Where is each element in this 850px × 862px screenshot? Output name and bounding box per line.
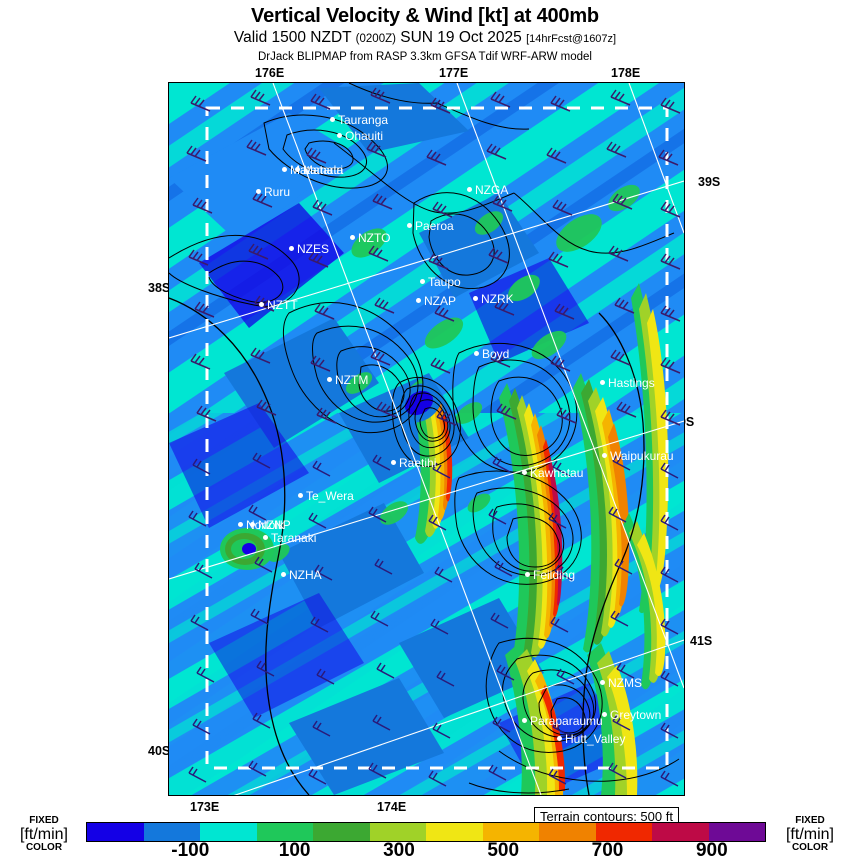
title-block: Vertical Velocity & Wind [kt] at 400mb V…	[0, 0, 850, 65]
colorbar-swatch-8	[539, 823, 596, 841]
colorbar-tick-900: 900	[695, 840, 728, 861]
lon-tick-173e: 173E	[190, 800, 220, 814]
lat-tick-left-40s: 40S	[148, 744, 171, 758]
colorbar-swatch-6	[426, 823, 483, 841]
lon-tick-174e: 174E	[377, 800, 407, 814]
lon-tick-176e: 176E	[255, 66, 285, 80]
valid-prefix: Valid 1500 NZDT	[233, 29, 352, 46]
page-title: Vertical Velocity & Wind [kt] at 400mb	[251, 5, 599, 27]
lat-tick-right-39s: 39S	[698, 175, 721, 189]
colorbar-tick-100: 100	[278, 840, 311, 861]
colorbar-left-bottom: COLOR	[25, 842, 63, 853]
colorbar-swatch-5	[369, 823, 426, 841]
colorbar-swatch-9	[595, 823, 652, 841]
forecast-map[interactable]: Tauranga Ohauiti Matamata Matariri Ruru NZGA P…	[168, 82, 685, 796]
colorbar-swatch-0	[87, 823, 144, 841]
colorbar-tick-700: 700	[591, 840, 624, 861]
colorbar-right-caption: FIXED [ft/min] COLOR	[772, 816, 848, 853]
terrain-contour-note: Terrain contours: 500 ft	[534, 807, 679, 826]
forecast-tag: [14hrFcst@1607z]	[526, 33, 617, 45]
colorbar-right-units: [ft/min]	[785, 826, 834, 843]
colorbar-swatch-11	[708, 823, 765, 841]
map-canvas	[169, 83, 684, 795]
colorbar-right-bottom: COLOR	[791, 842, 829, 853]
map-raster-layer	[169, 83, 684, 795]
lon-tick-178e: 178E	[611, 66, 641, 80]
colorbar-swatch-4	[313, 823, 370, 841]
colorbar[interactable]	[86, 822, 766, 842]
colorbar-swatch-7	[482, 823, 539, 841]
colorbar-swatch-1	[143, 823, 200, 841]
colorbar-left-caption: FIXED [ft/min] COLOR	[6, 816, 82, 853]
valid-line: Valid 1500 NZDT (0200Z) SUN 19 Oct 2025 …	[0, 28, 850, 49]
colorbar-left-units: [ft/min]	[19, 826, 68, 843]
valid-date: SUN 19 Oct 2025	[400, 29, 522, 46]
wave-band-east	[409, 283, 669, 795]
model-source-line: DrJack BLIPMAP from RASP 3.3km GFSA Tdif…	[257, 51, 592, 63]
lat-tick-left-38s: 38S	[148, 281, 171, 295]
colorbar-left-top: FIXED	[29, 815, 59, 826]
domain-boundary-dashed	[205, 106, 669, 770]
lon-tick-177e: 177E	[439, 66, 469, 80]
taranaki-wave-cell	[220, 528, 274, 570]
colorbar-tick--100: -100	[171, 840, 210, 861]
colorbar-tick-500: 500	[487, 840, 520, 861]
valid-zulu: (0200Z)	[355, 33, 396, 45]
graticule	[169, 83, 684, 795]
colorbar-right-top: FIXED	[795, 815, 825, 826]
colorbar-swatch-2	[200, 823, 257, 841]
colorbar-swatch-3	[256, 823, 313, 841]
lat-tick-right-41s: 41S	[690, 634, 713, 648]
colorbar-tick-300: 300	[383, 840, 415, 861]
colorbar-swatch-10	[652, 823, 709, 841]
